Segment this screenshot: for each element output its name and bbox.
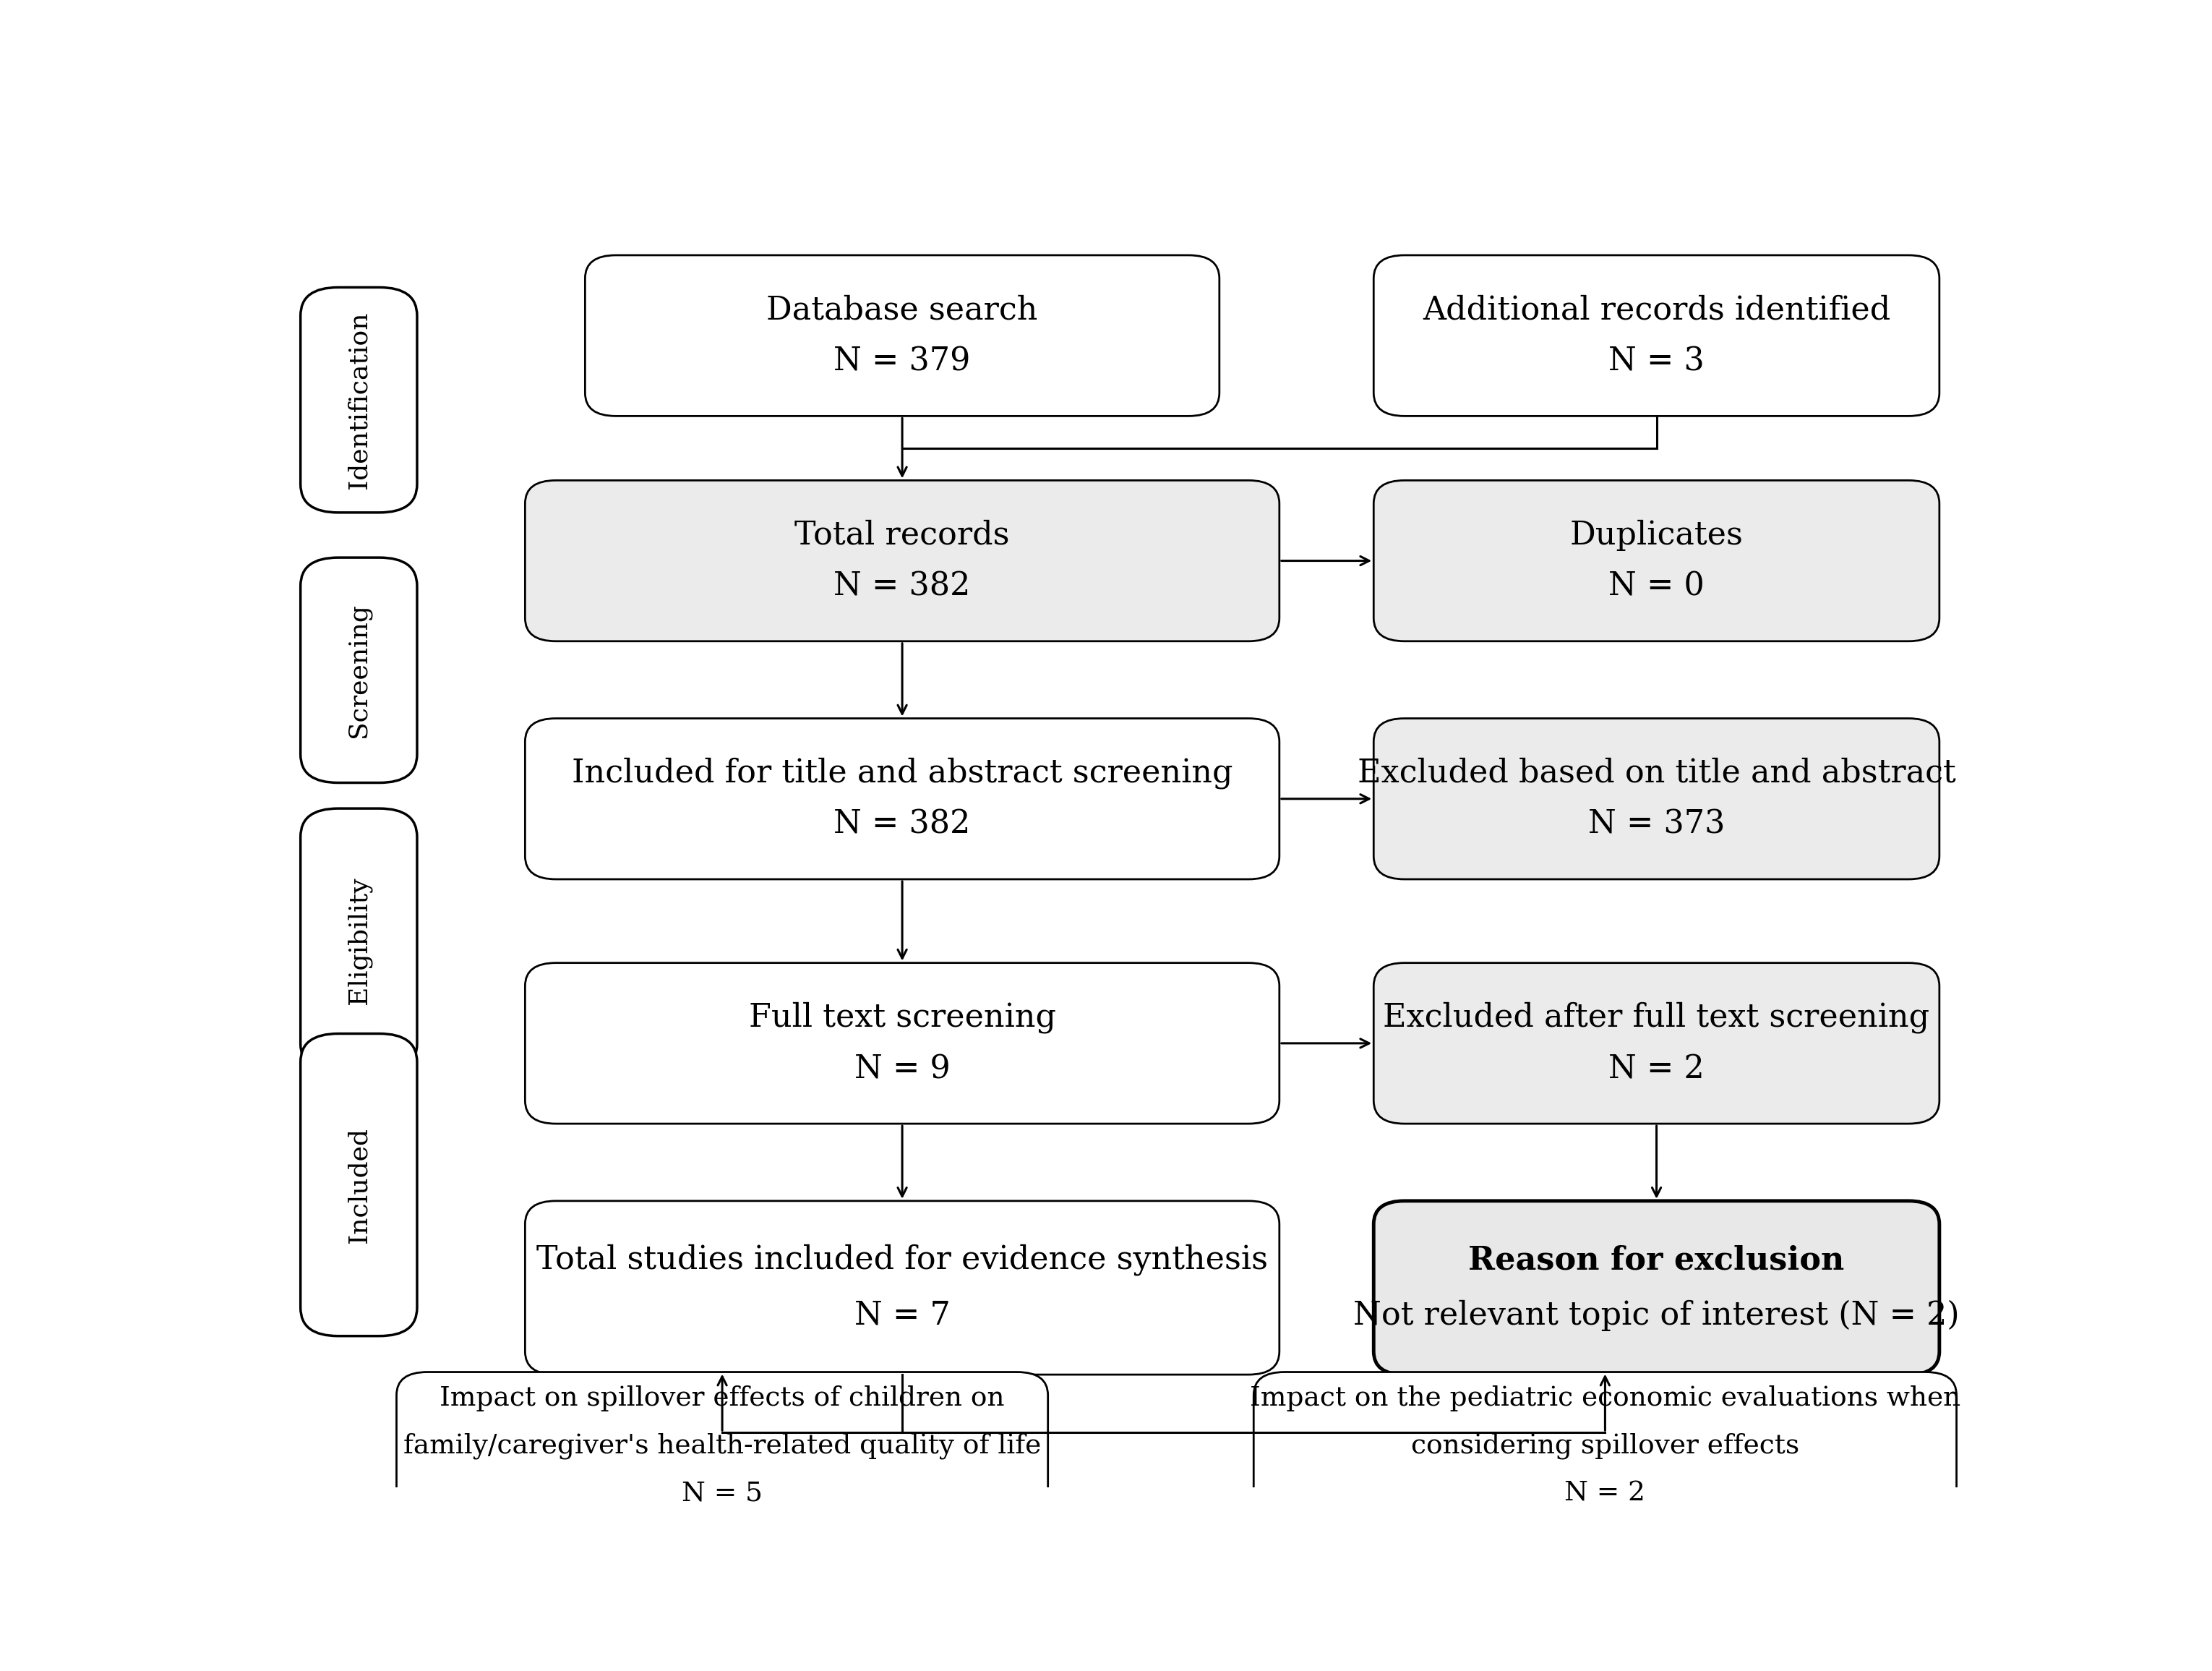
Text: Included: Included <box>347 1126 372 1243</box>
Text: Not relevant topic of interest (N = 2): Not relevant topic of interest (N = 2) <box>1354 1300 1960 1332</box>
Text: N = 379: N = 379 <box>834 346 971 378</box>
FancyBboxPatch shape <box>1374 256 1940 416</box>
Text: N = 3: N = 3 <box>1608 346 1705 378</box>
Text: Database search: Database search <box>768 294 1037 326</box>
Text: N = 382: N = 382 <box>834 571 971 602</box>
Text: Total records: Total records <box>794 520 1009 551</box>
Text: Excluded after full text screening: Excluded after full text screening <box>1382 1003 1929 1033</box>
Text: family/caregiver's health-related quality of life: family/caregiver's health-related qualit… <box>403 1432 1042 1459</box>
Text: Additional records identified: Additional records identified <box>1422 294 1891 326</box>
Text: N = 382: N = 382 <box>834 809 971 841</box>
FancyBboxPatch shape <box>1374 719 1940 879</box>
FancyBboxPatch shape <box>1254 1372 1955 1521</box>
Text: Duplicates: Duplicates <box>1571 520 1743 551</box>
Text: Screening: Screening <box>347 603 372 737</box>
FancyBboxPatch shape <box>524 719 1279 879</box>
Text: N = 9: N = 9 <box>854 1053 951 1084</box>
Text: Impact on the pediatric economic evaluations when: Impact on the pediatric economic evaluat… <box>1250 1385 1960 1412</box>
FancyBboxPatch shape <box>1374 1201 1940 1375</box>
Text: N = 2: N = 2 <box>1608 1053 1705 1084</box>
FancyBboxPatch shape <box>524 962 1279 1123</box>
Text: considering spillover effects: considering spillover effects <box>1411 1432 1798 1459</box>
FancyBboxPatch shape <box>301 809 418 1073</box>
FancyBboxPatch shape <box>301 287 418 513</box>
FancyBboxPatch shape <box>1374 962 1940 1123</box>
Text: Reason for exclusion: Reason for exclusion <box>1469 1245 1845 1275</box>
Text: N = 7: N = 7 <box>854 1300 951 1332</box>
Text: Included for title and abstract screening: Included for title and abstract screenin… <box>571 757 1232 789</box>
Text: Identification: Identification <box>347 311 372 488</box>
Text: Eligibility: Eligibility <box>347 877 372 1004</box>
FancyBboxPatch shape <box>301 1034 418 1337</box>
Text: Total studies included for evidence synthesis: Total studies included for evidence synt… <box>538 1245 1267 1275</box>
FancyBboxPatch shape <box>301 558 418 782</box>
FancyBboxPatch shape <box>1374 480 1940 642</box>
Text: Impact on spillover effects of children on: Impact on spillover effects of children … <box>440 1385 1004 1412</box>
Text: N = 2: N = 2 <box>1564 1481 1646 1506</box>
Text: Full text screening: Full text screening <box>748 1003 1055 1033</box>
FancyBboxPatch shape <box>584 256 1219 416</box>
FancyBboxPatch shape <box>524 480 1279 642</box>
FancyBboxPatch shape <box>524 1201 1279 1375</box>
Text: N = 5: N = 5 <box>681 1481 763 1506</box>
Text: Excluded based on title and abstract: Excluded based on title and abstract <box>1358 757 1955 789</box>
Text: N = 373: N = 373 <box>1588 809 1725 841</box>
Text: N = 0: N = 0 <box>1608 571 1705 602</box>
FancyBboxPatch shape <box>396 1372 1048 1521</box>
